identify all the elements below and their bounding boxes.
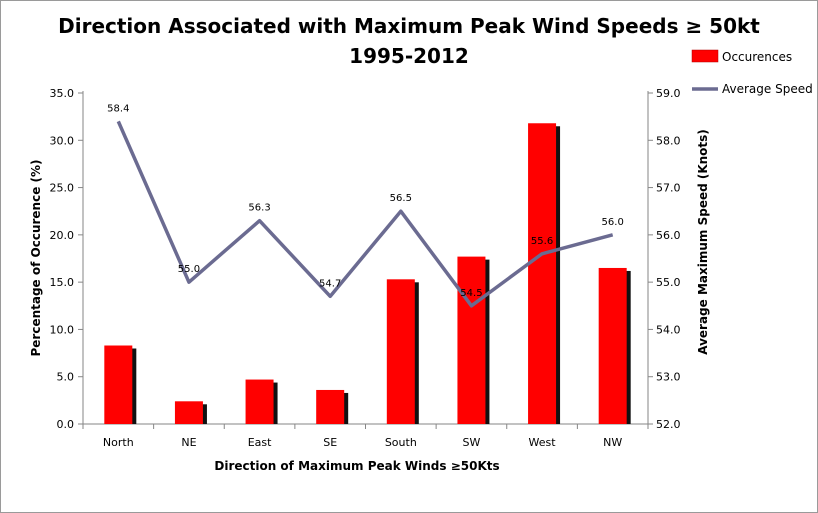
x-tick-label: South <box>385 436 417 449</box>
chart-title: Direction Associated with Maximum Peak W… <box>58 14 760 38</box>
y2-tick-label: 55.0 <box>656 276 681 289</box>
bar <box>528 123 557 425</box>
data-label: 55.0 <box>178 264 200 275</box>
legend-label-average-speed: Average Speed <box>722 82 813 96</box>
legend-label-occurences: Occurences <box>722 50 792 64</box>
x-tick-label: West <box>529 436 557 449</box>
x-tick-label: SE <box>323 436 337 449</box>
y2-tick-label: 54.0 <box>656 323 681 336</box>
x-tick-label: East <box>248 436 272 449</box>
y-tick-label: 25.0 <box>50 182 75 195</box>
data-label: 56.3 <box>248 203 270 214</box>
y2-tick-label: 59.0 <box>656 87 681 100</box>
y2-tick-label: 57.0 <box>656 182 681 195</box>
y-tick-label: 20.0 <box>50 229 75 242</box>
x-axis-label: Direction of Maximum Peak Winds ≥50Kts <box>214 459 499 473</box>
bar <box>598 267 627 424</box>
data-label: 58.4 <box>107 103 129 114</box>
x-tick-label: SW <box>463 436 481 449</box>
y-tick-label: 35.0 <box>50 87 75 100</box>
bar <box>457 256 486 424</box>
chart-subtitle: 1995-2012 <box>349 44 469 68</box>
y-tick-label: 5.0 <box>57 371 75 384</box>
y2-tick-label: 58.0 <box>656 134 681 147</box>
data-label: 56.0 <box>602 217 624 228</box>
x-tick-label: North <box>103 436 134 449</box>
data-label: 55.6 <box>531 236 553 247</box>
y-tick-label: 10.0 <box>50 323 75 336</box>
y-tick-label: 0.0 <box>57 418 75 431</box>
data-label: 56.5 <box>390 193 412 204</box>
bar <box>174 401 203 424</box>
legend: Occurences Average Speed <box>691 49 813 96</box>
y2-tick-label: 52.0 <box>656 418 681 431</box>
bar <box>245 379 274 424</box>
legend-bar-swatch <box>691 49 719 63</box>
x-tick-label: NE <box>181 436 196 449</box>
data-label: 54.5 <box>460 288 482 299</box>
bar <box>316 389 345 424</box>
y2-tick-label: 53.0 <box>656 371 681 384</box>
data-label: 54.7 <box>319 278 341 289</box>
y-axis-label: Percentage of Occurence (%) <box>29 159 43 356</box>
y-tick-label: 30.0 <box>50 134 75 147</box>
y2-tick-label: 56.0 <box>656 229 681 242</box>
y-tick-label: 15.0 <box>50 276 75 289</box>
bar <box>104 345 133 424</box>
bar <box>386 279 415 424</box>
y2-axis-label: Average Maximum Speed (Knots) <box>696 129 710 355</box>
average-speed-line <box>116 120 614 308</box>
x-tick-label: NW <box>603 436 622 449</box>
